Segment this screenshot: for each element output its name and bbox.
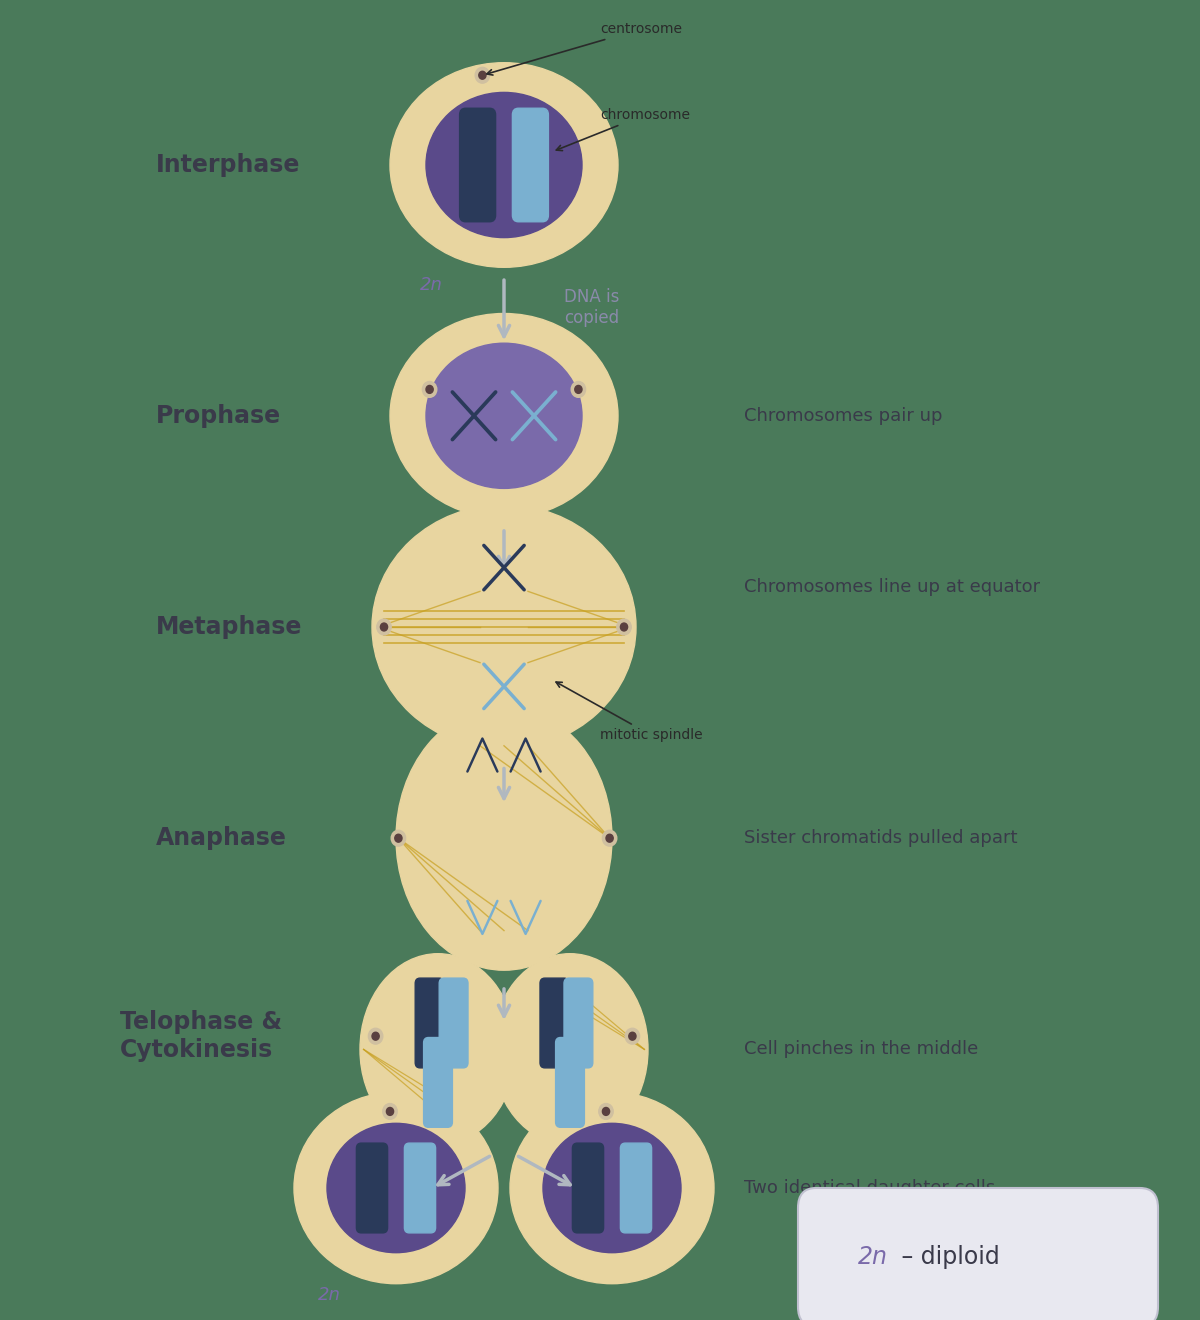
- FancyBboxPatch shape: [798, 1188, 1158, 1320]
- Ellipse shape: [396, 706, 612, 970]
- Text: DNA is
copied: DNA is copied: [564, 288, 619, 327]
- Circle shape: [426, 385, 433, 393]
- Circle shape: [395, 834, 402, 842]
- Ellipse shape: [426, 92, 582, 238]
- Circle shape: [368, 1028, 383, 1044]
- FancyBboxPatch shape: [404, 1143, 436, 1233]
- FancyBboxPatch shape: [460, 108, 496, 222]
- Circle shape: [602, 1107, 610, 1115]
- Text: chromosome: chromosome: [557, 108, 690, 150]
- Text: Prophase: Prophase: [156, 404, 281, 428]
- Circle shape: [422, 381, 437, 397]
- FancyBboxPatch shape: [356, 1143, 388, 1233]
- Ellipse shape: [492, 953, 648, 1146]
- Text: Chromosomes line up at equator: Chromosomes line up at equator: [744, 578, 1040, 597]
- Text: Cell pinches in the middle: Cell pinches in the middle: [744, 1040, 978, 1059]
- FancyBboxPatch shape: [564, 978, 593, 1068]
- Ellipse shape: [510, 1092, 714, 1283]
- Text: Chromosomes pair up: Chromosomes pair up: [744, 407, 942, 425]
- Ellipse shape: [360, 953, 516, 1146]
- Circle shape: [377, 619, 391, 635]
- Circle shape: [383, 1104, 397, 1119]
- Circle shape: [617, 619, 631, 635]
- Text: 2n: 2n: [420, 276, 443, 294]
- Ellipse shape: [326, 1123, 464, 1253]
- Circle shape: [479, 71, 486, 79]
- Circle shape: [599, 1104, 613, 1119]
- Text: Sister chromatids pulled apart: Sister chromatids pulled apart: [744, 829, 1018, 847]
- Text: 2n: 2n: [318, 1286, 341, 1304]
- Circle shape: [629, 1032, 636, 1040]
- Ellipse shape: [390, 314, 618, 517]
- Circle shape: [575, 385, 582, 393]
- Text: Interphase: Interphase: [156, 153, 300, 177]
- Circle shape: [391, 830, 406, 846]
- Circle shape: [372, 1032, 379, 1040]
- Text: Two identical daughter cells: Two identical daughter cells: [744, 1179, 995, 1197]
- Text: Metaphase: Metaphase: [156, 615, 302, 639]
- FancyBboxPatch shape: [572, 1143, 604, 1233]
- Circle shape: [571, 381, 586, 397]
- Text: mitotic spindle: mitotic spindle: [556, 682, 703, 742]
- Circle shape: [475, 67, 490, 83]
- Ellipse shape: [390, 62, 618, 267]
- Circle shape: [602, 830, 617, 846]
- Ellipse shape: [372, 504, 636, 750]
- FancyBboxPatch shape: [620, 1143, 652, 1233]
- FancyBboxPatch shape: [439, 978, 468, 1068]
- Circle shape: [625, 1028, 640, 1044]
- Circle shape: [620, 623, 628, 631]
- Circle shape: [380, 623, 388, 631]
- Text: 2n: 2n: [858, 1245, 888, 1269]
- FancyBboxPatch shape: [512, 108, 548, 222]
- FancyBboxPatch shape: [424, 1038, 452, 1127]
- Ellipse shape: [542, 1123, 682, 1253]
- Ellipse shape: [426, 343, 582, 488]
- FancyBboxPatch shape: [540, 978, 569, 1068]
- Text: centrosome: centrosome: [487, 22, 682, 75]
- FancyBboxPatch shape: [415, 978, 444, 1068]
- Ellipse shape: [294, 1092, 498, 1283]
- Text: Anaphase: Anaphase: [156, 826, 287, 850]
- Text: – diploid: – diploid: [894, 1245, 1000, 1269]
- FancyBboxPatch shape: [556, 1038, 584, 1127]
- Circle shape: [386, 1107, 394, 1115]
- Text: Telophase &
Cytokinesis: Telophase & Cytokinesis: [120, 1010, 282, 1063]
- Circle shape: [606, 834, 613, 842]
